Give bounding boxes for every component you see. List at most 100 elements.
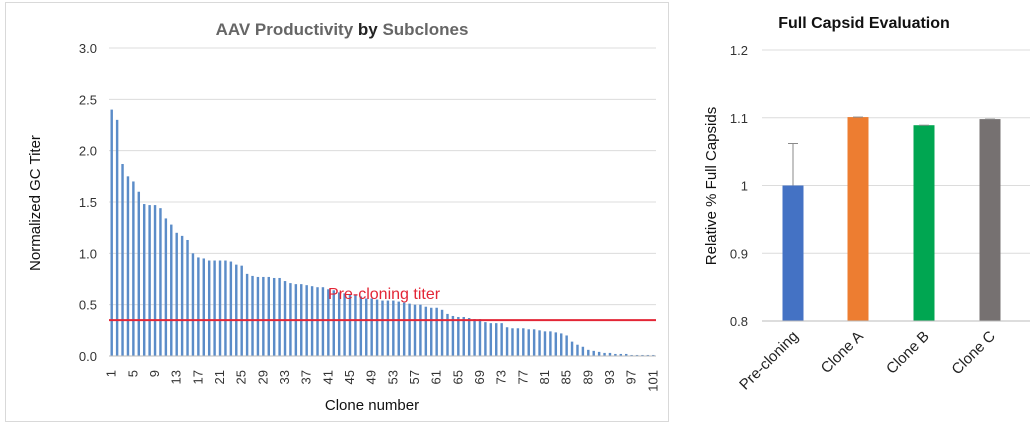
titer-bar <box>392 300 395 356</box>
chart-title-part: AAV Productivity <box>216 20 358 39</box>
titer-bar <box>256 276 260 356</box>
titer-bar <box>413 304 417 356</box>
x-tick-label: 77 <box>515 370 530 384</box>
titer-bar <box>343 293 346 356</box>
titer-bar <box>597 351 601 356</box>
titer-bar <box>549 331 552 356</box>
x-tick-label: 5 <box>125 370 140 377</box>
titer-bar <box>505 327 509 356</box>
titer-bar <box>337 292 341 356</box>
titer-bar <box>132 181 135 356</box>
titer-bar <box>603 352 606 356</box>
capsid-chart-panel: Full Capsid Evaluation 0.8 0.9 1 1.1 1.2 Pre-c… <box>690 0 1030 429</box>
titer-bar <box>608 352 612 356</box>
titer-bar <box>516 328 520 356</box>
titer-bar <box>489 323 493 356</box>
x-tick-label: 85 <box>559 370 574 384</box>
titer-bar <box>170 224 173 356</box>
chart-title: Full Capsid Evaluation <box>778 15 950 32</box>
y-tick-label: 1.2 <box>730 43 748 58</box>
x-tick-label: 13 <box>169 370 184 384</box>
y-tick-label: 0.5 <box>79 298 97 313</box>
x-tick-label: 33 <box>277 370 292 384</box>
titer-bar <box>240 265 243 356</box>
titer-bar <box>402 302 406 356</box>
titer-bar <box>191 253 195 356</box>
titer-bar <box>197 257 200 356</box>
x-category-label: Clone C <box>948 328 998 378</box>
titer-bar <box>592 350 595 356</box>
titer-bar <box>213 260 216 356</box>
x-tick-label: 73 <box>494 370 509 384</box>
y-tick-label: 0.0 <box>79 349 97 364</box>
titer-chart: AAV Productivity by Subclones 0.0 0.5 1.0 1.… <box>27 20 660 414</box>
y-tick-label: 1.1 <box>730 111 748 126</box>
titer-bar <box>321 287 325 356</box>
titer-bar <box>235 264 238 356</box>
titer-bar <box>624 353 628 356</box>
chart-title-part: by <box>358 20 378 39</box>
titer-bar <box>245 273 249 356</box>
x-tick-label: 57 <box>407 370 422 384</box>
titer-bar <box>316 287 319 356</box>
titer-bar <box>430 307 433 356</box>
x-tick-label: 53 <box>385 370 400 384</box>
titer-bar <box>381 300 384 356</box>
x-tick-label: 65 <box>450 370 465 384</box>
x-tick-label: 49 <box>364 370 379 384</box>
y-tick-label: 1.0 <box>79 246 97 261</box>
titer-bar <box>121 164 124 356</box>
titer-bar <box>435 307 438 356</box>
titer-bar <box>538 330 541 356</box>
titer-bar <box>137 191 141 356</box>
titer-bar <box>397 301 400 356</box>
x-tick-label: 9 <box>147 370 162 377</box>
y-tick-label: 2.0 <box>79 144 97 159</box>
x-category-label: Clone A <box>818 328 867 377</box>
x-tick-label: 69 <box>472 370 487 384</box>
titer-bar <box>283 281 287 356</box>
titer-bar <box>565 335 568 356</box>
titer-bar <box>278 277 281 356</box>
titer-bar <box>646 354 650 356</box>
titer-bar <box>457 316 460 356</box>
x-tick-label: 37 <box>299 370 314 384</box>
capsid-bar <box>847 117 869 321</box>
capsid-bar <box>913 125 935 321</box>
titer-bar <box>262 276 265 356</box>
titer-bar <box>148 205 151 356</box>
titer-bar <box>619 353 623 356</box>
y-tick-label: 3.0 <box>79 41 97 56</box>
titer-bar <box>440 309 444 356</box>
titer-bar <box>527 329 530 356</box>
titer-bar <box>375 299 379 356</box>
titer-bar <box>570 341 574 356</box>
titer-bar <box>159 208 162 356</box>
x-category-label: Pre-cloning <box>736 328 802 394</box>
titer-bar <box>614 353 617 356</box>
titer-bar <box>543 331 547 356</box>
titer-bar <box>359 296 363 356</box>
titer-bar <box>251 275 254 356</box>
titer-bar <box>652 354 655 356</box>
chart-title-part: Subclones <box>378 20 469 39</box>
titer-bar <box>495 323 498 356</box>
titer-bar <box>522 328 525 356</box>
titer-bar <box>164 218 168 356</box>
y-axis-title: Normalized GC Titer <box>27 135 44 271</box>
titer-bar <box>186 239 189 356</box>
titer-bar <box>419 304 422 356</box>
y-tick-label: 1.5 <box>79 195 97 210</box>
x-tick-label: 89 <box>580 370 595 384</box>
titer-bar <box>451 315 455 356</box>
x-category-label: Clone B <box>883 328 933 378</box>
titer-bar <box>142 204 146 356</box>
titer-bar <box>408 303 411 356</box>
y-tick-label: 0.9 <box>730 246 748 261</box>
capsid-bar <box>979 119 1001 321</box>
titer-bar <box>332 290 335 356</box>
titer-bar <box>126 176 130 356</box>
capsid-chart: Full Capsid Evaluation 0.8 0.9 1 1.1 1.2 Pre-c… <box>703 15 1030 394</box>
titer-bar <box>424 306 428 356</box>
y-tick-label: 0.8 <box>730 314 748 329</box>
